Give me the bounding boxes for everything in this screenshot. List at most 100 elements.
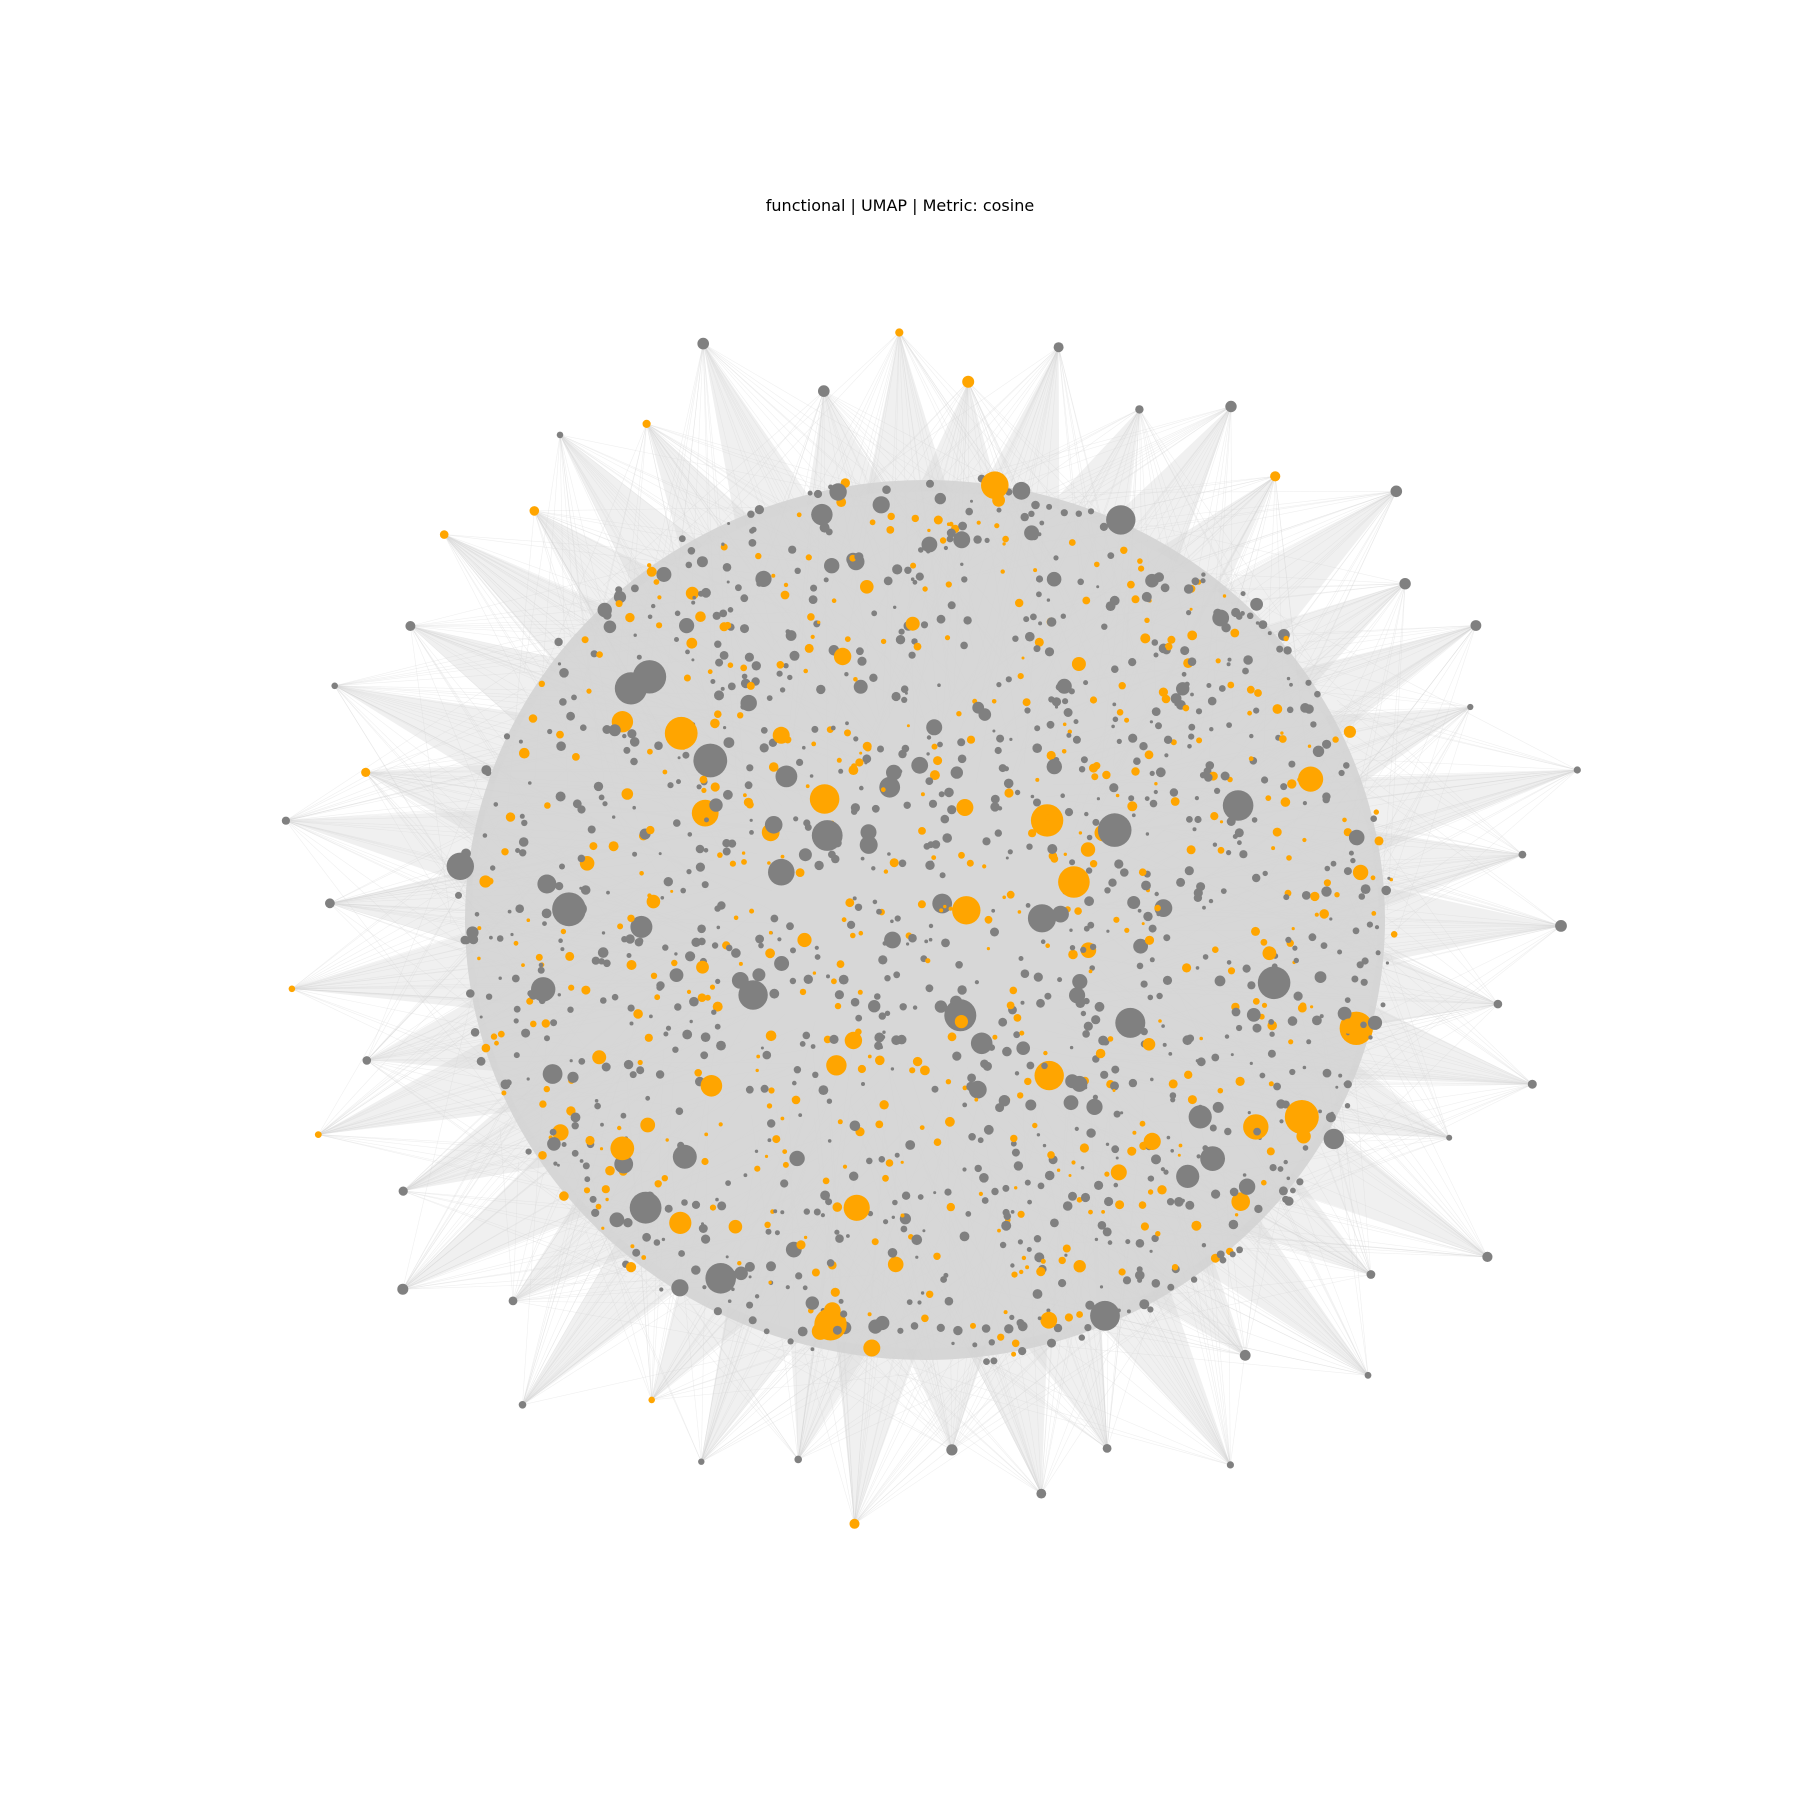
edge	[854, 1372, 970, 1524]
node	[933, 1252, 941, 1261]
node	[834, 1002, 842, 1010]
node	[1131, 595, 1140, 604]
node	[843, 1194, 870, 1221]
node	[853, 679, 868, 694]
node	[1283, 894, 1290, 901]
node	[813, 489, 823, 499]
edge	[909, 1366, 1231, 1466]
node	[583, 1187, 591, 1194]
node	[689, 996, 699, 1007]
node	[874, 993, 881, 1000]
node	[946, 522, 951, 526]
node	[1314, 912, 1319, 917]
node	[804, 823, 812, 831]
node	[679, 618, 695, 634]
node	[1041, 1062, 1048, 1070]
node	[953, 531, 971, 549]
node	[776, 670, 783, 677]
node	[577, 854, 586, 863]
node	[803, 668, 808, 674]
node	[931, 1085, 939, 1093]
node	[693, 743, 728, 778]
node	[783, 582, 789, 588]
node	[836, 757, 842, 763]
node	[1101, 623, 1108, 630]
node	[880, 638, 887, 645]
node	[597, 947, 609, 958]
node	[782, 1149, 788, 1154]
node	[1242, 964, 1251, 973]
node	[567, 1071, 579, 1083]
node	[1190, 692, 1194, 697]
edge	[1339, 704, 1578, 771]
edge	[797, 1355, 870, 1460]
node	[992, 1034, 998, 1040]
node	[1142, 1038, 1156, 1051]
node	[1149, 799, 1158, 808]
node	[1108, 841, 1114, 847]
node	[715, 978, 721, 985]
node	[1107, 1240, 1113, 1245]
node	[743, 793, 747, 798]
node	[785, 1285, 790, 1290]
node	[729, 860, 737, 867]
hub-node	[362, 1056, 372, 1065]
node	[1170, 1149, 1174, 1153]
edge-fan	[1325, 707, 1471, 787]
node	[1215, 658, 1221, 664]
node	[854, 903, 863, 911]
node	[622, 733, 627, 739]
node	[885, 1159, 894, 1167]
node	[601, 1062, 611, 1072]
node	[962, 1001, 971, 1010]
node	[608, 841, 619, 852]
edge-fan	[917, 381, 999, 496]
edge	[512, 1173, 544, 1301]
node	[811, 503, 833, 526]
node	[830, 725, 836, 731]
node	[878, 955, 888, 965]
node	[680, 887, 686, 894]
edge	[1011, 347, 1059, 482]
node	[1094, 1180, 1104, 1190]
node	[986, 947, 991, 951]
node	[996, 507, 1002, 513]
node	[942, 833, 952, 843]
node	[898, 628, 905, 635]
edge	[1348, 1081, 1533, 1085]
node	[555, 882, 564, 891]
edge-fan	[1370, 830, 1523, 908]
node	[1246, 685, 1255, 694]
node	[871, 1238, 879, 1246]
node	[1180, 646, 1190, 656]
node	[804, 643, 814, 653]
node	[807, 490, 813, 496]
node	[910, 1322, 919, 1330]
node	[572, 753, 580, 761]
node	[559, 668, 569, 678]
node	[602, 610, 612, 620]
node	[1312, 745, 1325, 757]
node	[1052, 905, 1069, 923]
node	[1145, 573, 1159, 588]
edge	[1383, 706, 1471, 789]
node	[769, 988, 780, 999]
node	[1115, 1200, 1125, 1210]
node	[674, 637, 679, 642]
node	[947, 805, 957, 815]
node	[1261, 776, 1269, 784]
node	[747, 510, 755, 518]
node	[1166, 1135, 1171, 1140]
node	[1132, 1130, 1137, 1135]
node	[1325, 1112, 1336, 1123]
node	[1013, 1031, 1021, 1039]
node	[665, 1025, 672, 1031]
edge	[932, 346, 1059, 467]
node	[541, 1019, 550, 1028]
node	[1144, 935, 1155, 945]
node	[513, 940, 519, 946]
node	[1324, 865, 1331, 872]
edge	[803, 1350, 855, 1524]
node	[1026, 843, 1033, 850]
node	[749, 528, 755, 534]
